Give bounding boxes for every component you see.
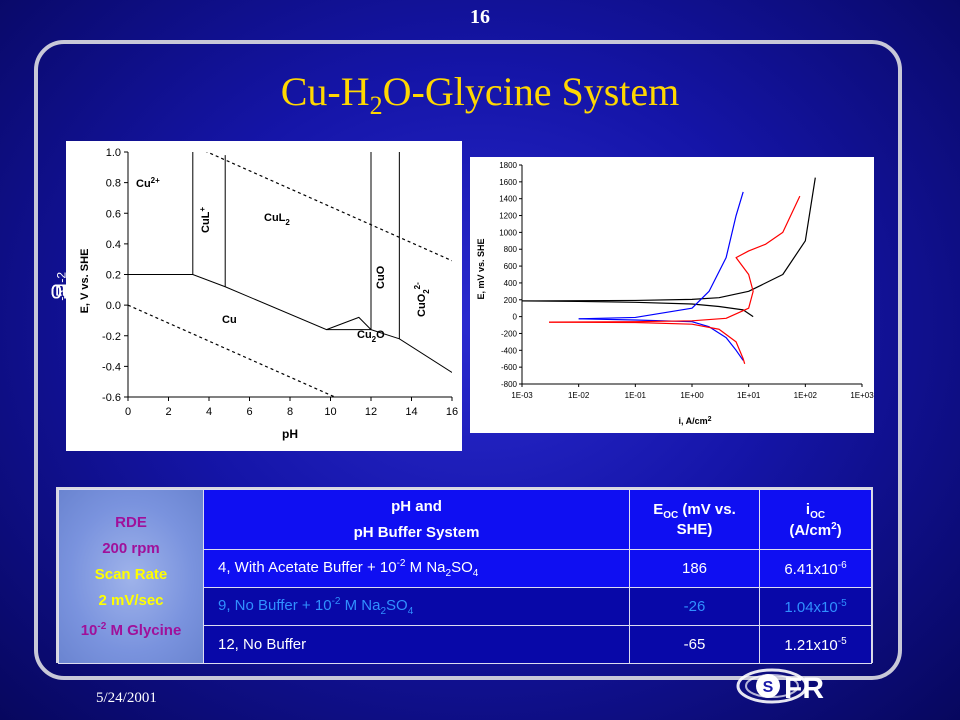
condition-scan-rate: Scan Rate [94,565,168,583]
pourbaix-ytick-label: 0.4 [106,239,121,251]
polarization-ytick-label: 600 [504,262,518,271]
polarization-ytick-label: 1600 [499,178,517,187]
pourbaix-xtick-label: 14 [405,406,417,418]
pourbaix-xtick-label: 16 [446,406,458,418]
polarization-ytick-label: -600 [501,363,518,372]
pourbaix-xtick-label: 0 [125,406,131,418]
svg-text:S: S [763,679,774,696]
table-row: 9, No Buffer + 10-2 M Na2SO4 -26 1.04x10… [59,587,872,626]
pourbaix-xtick-label: 10 [324,406,336,418]
polarization-curve [521,177,816,302]
title-sub: 2 [369,91,383,120]
slide-number: 16 [470,6,490,28]
polarization-ytick-label: -400 [501,346,518,355]
pourbaix-svg: 1.0 0.8 0.6 0.4 0.2 0.0 -0.2 -0.4 -0.6 0 2 4 6 8 10 12 1… [79,147,458,441]
header-ph-line2: pH Buffer System [353,523,480,541]
sfr-logo: S FR [732,654,852,714]
polarization-curve [578,318,744,361]
polarization-xtick-label: 1E+02 [794,391,818,400]
region-cul: CuL+ [198,207,212,233]
polarization-ytick-label: 1000 [499,228,517,237]
polarization-curve [549,195,801,323]
row-eoc: -26 [629,587,760,626]
polarization-ytick-label: 1400 [499,195,517,204]
pourbaix-xtick-label: 12 [365,406,377,418]
conditions-cell: RDE 200 rpm Scan Rate 2 mV/sec 10-2 M Gl… [58,489,204,664]
polarization-svg: 1800 1600 1400 1200 1000 800 600 400 200 0 -200 -40… [476,161,874,426]
polarization-xtick-label: 1E-01 [625,391,647,400]
pourbaix-xtick-label: 4 [206,406,212,418]
region-cu2: Cu2+ [136,176,160,190]
pourbaix-xtick-label: 2 [165,406,171,418]
phase-boundary-line [326,316,372,331]
pourbaix-xlabel: pH [282,427,298,441]
pourbaix-ytick-label: -0.2 [102,331,121,343]
polarization-chart: 1800 1600 1400 1200 1000 800 600 400 200 0 -200 -40… [470,157,874,433]
region-cu: Cu [222,314,237,326]
row-ioc: 1.21x10-5 [759,625,872,664]
row-ioc: 1.04x10-5 [759,587,872,626]
polarization-ytick-label: -200 [501,329,518,338]
polarization-curve [578,191,744,320]
polarization-xtick-label: 1E+01 [737,391,761,400]
header-eoc: EOC (mV vs. SHE) [629,489,760,550]
polarization-ytick-label: 1200 [499,212,517,221]
header-ioc: iOC (A/cm2) [759,489,872,550]
polarization-ytick-label: 0 [513,313,518,322]
polarization-xtick-label: 1E-03 [511,391,533,400]
row-eoc: -65 [629,625,760,664]
results-table: RDE 200 rpm Scan Rate 2 mV/sec 10-2 M Gl… [56,487,873,664]
pourbaix-ytick-label: 0.8 [106,178,121,190]
title-suffix: O-Glycine System [382,69,680,114]
polarization-ytick-label: 400 [504,279,518,288]
row-ph: 4, With Acetate Buffer + 10-2 M Na2SO4 [203,549,630,588]
row-ioc: 6.41x10-6 [759,549,872,588]
polarization-ytick-label: 1800 [499,161,517,170]
slide-frame [34,40,902,680]
row-ph: 12, No Buffer [203,625,630,664]
pourbaix-ytick-label: 0.6 [106,208,121,220]
header-ph: pH and pH Buffer System [203,489,630,550]
polarization-xtick-label: 1E+03 [850,391,874,400]
table-row: 4, With Acetate Buffer + 10-2 M Na2SO4 1… [59,549,872,588]
condition-glycine: 10-2 M Glycine [80,620,182,639]
polarization-ytick-label: 200 [504,296,518,305]
slide-title: Cu-H2O-Glycine System [180,68,780,121]
polarization-xtick-label: 1E+00 [680,391,704,400]
pourbaix-xtick-label: 8 [287,406,293,418]
region-cuo2: CuO22- [413,282,431,317]
water-stability-line [205,152,452,262]
pourbaix-xtick-label: 6 [246,406,252,418]
pourbaix-ytick-label: -0.6 [102,392,121,404]
region-cul2: CuL2 [264,212,290,227]
table-row: 12, No Buffer -65 1.21x10-5 [59,625,872,664]
slide-date: 5/24/2001 [96,690,157,706]
pourbaix-ytick-label: -0.4 [102,361,121,373]
pourbaix-ytick-label: 0.0 [106,300,121,312]
condition-rde: RDE [115,513,147,531]
title-prefix: Cu-H [280,69,370,114]
polarization-ytick-label: -800 [501,380,518,389]
region-cuo: CuO [375,265,387,289]
header-ph-line1: pH and [391,497,442,515]
row-ph: 9, No Buffer + 10-2 M Na2SO4 [203,587,630,626]
polarization-ytick-label: 800 [504,245,518,254]
polarization-curve [549,321,746,364]
phase-boundary-line [128,274,452,373]
row-eoc: 186 [629,549,760,588]
condition-rpm: 200 rpm [102,539,160,557]
pourbaix-ylabel: E, V vs. SHE [79,249,91,314]
pourbaix-ytick-label: 1.0 [106,147,121,159]
polarization-xtick-label: 1E-02 [568,391,590,400]
pourbaix-ytick-label: 0.2 [106,270,121,282]
sfr-logo-text: FR [784,672,824,705]
polarization-xlabel: i, A/cm2 [678,416,711,426]
polarization-curve [521,300,754,318]
polarization-ylabel: E, mV vs. SHE [476,238,486,299]
sfr-logo-svg: S FR [736,668,824,705]
condition-scan-value: 2 mV/sec [98,591,164,609]
pourbaix-diagram: 1.0 0.8 0.6 0.4 0.2 0.0 -0.2 -0.4 -0.6 0 2 4 6 8 10 12 1… [66,141,462,451]
region-cu2o: Cu2O [357,329,385,344]
